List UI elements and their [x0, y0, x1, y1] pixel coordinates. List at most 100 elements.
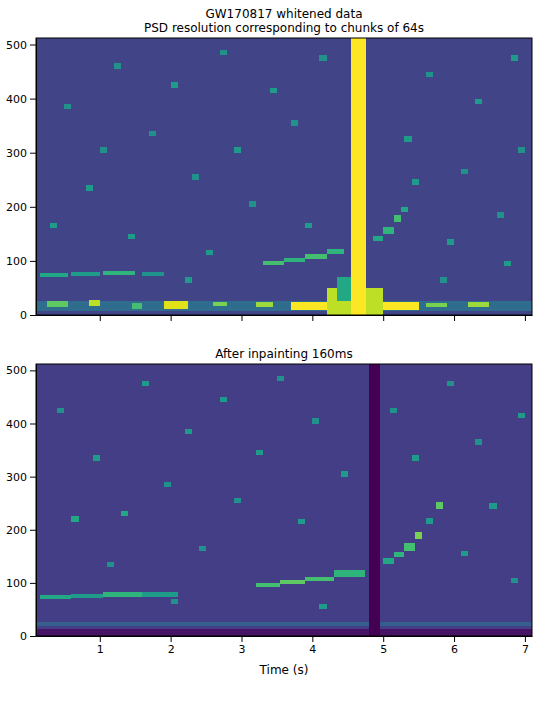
heatmap-cell — [383, 227, 394, 233]
x-tick-label: 1 — [97, 643, 104, 656]
heatmap-cell — [36, 38, 532, 315]
x-tick — [454, 315, 455, 321]
x-tick: 5 — [380, 636, 387, 656]
x-tick-mark — [171, 636, 172, 642]
heatmap-cell — [440, 277, 447, 282]
heatmap-cell — [50, 223, 57, 228]
x-axis — [37, 315, 533, 321]
heatmap-cell — [404, 136, 411, 141]
heatmap-cell — [103, 271, 135, 275]
heatmap-cell — [291, 120, 298, 125]
x-tick-mark — [454, 636, 455, 642]
x-tick-label: 3 — [238, 643, 245, 656]
heatmap-cell — [164, 482, 171, 487]
heatmap-cell — [436, 502, 443, 508]
heatmap-cell — [497, 212, 504, 217]
heatmap-cell — [40, 273, 68, 277]
heatmap-cell — [103, 592, 142, 596]
heatmap-cell — [199, 546, 206, 551]
y-tick-label: 300 — [6, 471, 27, 484]
y-tick: 400 — [6, 418, 36, 431]
heatmap-cell — [390, 408, 397, 413]
x-tick-mark — [383, 636, 384, 642]
y-tick-mark — [30, 424, 36, 425]
panel: 0100200300400500GW170817 whitened dataPS… — [6, 7, 533, 322]
heatmap-cell — [312, 418, 319, 423]
heatmap-cell — [319, 55, 326, 60]
heatmap-cell — [171, 82, 178, 87]
chart-title: PSD resolution corresponding to chunks o… — [144, 21, 424, 35]
heatmap-cell — [234, 498, 241, 503]
cells — [36, 364, 532, 636]
y-tick-mark — [30, 530, 36, 531]
heatmap-cell — [369, 364, 380, 636]
x-tick — [525, 315, 526, 321]
y-tick-label: 0 — [20, 309, 27, 322]
x-tick-label: 5 — [380, 643, 387, 656]
y-tick-mark — [30, 207, 36, 208]
heatmap-cell — [319, 604, 326, 609]
y-tick-label: 200 — [6, 524, 27, 537]
y-tick-mark — [30, 477, 36, 478]
heatmap-cell — [298, 519, 305, 524]
x-tick: 6 — [451, 636, 458, 656]
y-tick: 500 — [6, 364, 36, 377]
x-tick-mark — [312, 636, 313, 642]
heatmap-cell — [475, 99, 482, 104]
heatmap-cell — [71, 516, 78, 521]
x-tick: 1 — [97, 636, 104, 656]
x-tick — [241, 315, 242, 321]
heatmap-cell — [64, 104, 71, 109]
x-tick-mark — [100, 636, 101, 642]
y-tick-label: 400 — [6, 93, 27, 106]
x-tick-mark — [525, 636, 526, 642]
y-tick-mark — [30, 153, 36, 154]
plot-frame — [36, 38, 532, 315]
heatmap-cell — [234, 147, 241, 152]
heatmap-cell — [461, 551, 468, 556]
heatmap-cell — [337, 277, 351, 301]
heatmap-cell — [171, 599, 178, 604]
x-tick-mark — [171, 315, 172, 321]
x-tick-mark — [100, 315, 101, 321]
heatmap-cell — [220, 50, 227, 55]
heatmap-cell — [280, 580, 305, 584]
heatmap-cell — [518, 413, 525, 418]
heatmap-cell — [412, 179, 419, 185]
heatmap-cell — [132, 303, 143, 308]
heatmap-cell — [277, 376, 284, 381]
y-tick: 100 — [6, 255, 36, 268]
axis-line — [37, 315, 533, 316]
x-tick — [171, 315, 172, 321]
x-tick — [100, 315, 101, 321]
x-tick — [383, 315, 384, 321]
x-tick — [312, 315, 313, 321]
y-tick: 0 — [20, 630, 36, 643]
y-tick-mark — [30, 370, 36, 371]
heatmap-cell — [185, 429, 192, 434]
heatmap-cell — [185, 277, 192, 282]
heatmap-cell — [71, 272, 99, 276]
heatmap-cell — [404, 543, 415, 552]
y-tick-mark — [30, 583, 36, 584]
x-tick: 7 — [522, 636, 529, 656]
heatmap-cell — [383, 558, 394, 563]
heatmap-cell — [461, 169, 468, 174]
y-tick-label: 100 — [6, 255, 27, 268]
heatmap-cell — [206, 250, 213, 255]
x-tick-mark — [454, 315, 455, 321]
heatmap-cell — [142, 272, 163, 276]
x-tick-label: 7 — [522, 643, 529, 656]
y-tick-label: 500 — [6, 364, 27, 377]
heatmap-cell — [256, 450, 263, 455]
heatmap-cell — [412, 455, 419, 460]
heatmap-cell — [305, 577, 333, 581]
heatmap-cell — [36, 364, 532, 636]
heatmap-cell — [164, 301, 189, 309]
heatmap-cell — [89, 300, 100, 306]
heatmap-cell — [468, 302, 489, 307]
heatmap-cell — [351, 38, 366, 315]
y-tick: 300 — [6, 147, 36, 160]
heatmap-cell — [504, 261, 511, 266]
heatmap-cell — [334, 570, 366, 576]
